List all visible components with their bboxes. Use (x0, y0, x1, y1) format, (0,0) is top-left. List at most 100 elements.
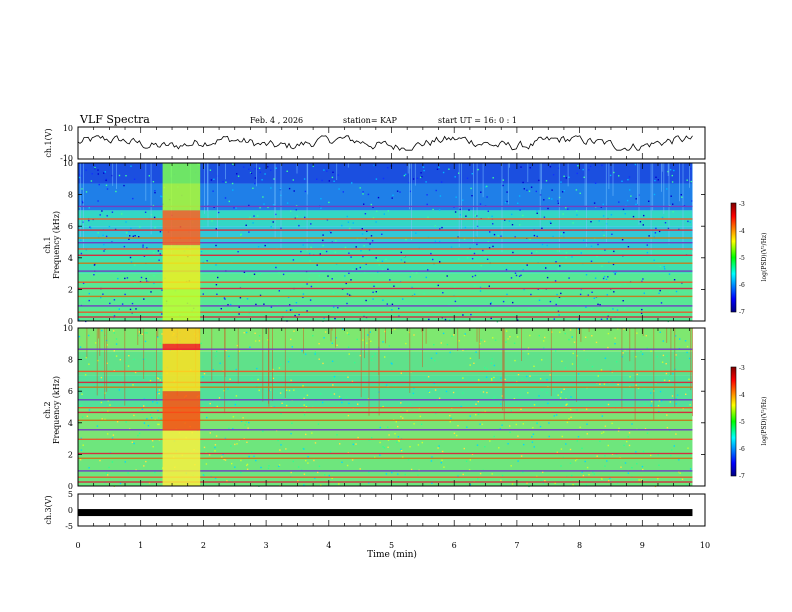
spec1-speckle (206, 260, 208, 262)
spec2-speckle (330, 393, 332, 396)
spec2-speckle (413, 334, 415, 336)
spec1-speckle (123, 184, 125, 187)
ch1-colorbar-scale (730, 202, 737, 313)
spec1-speckle (415, 272, 418, 274)
spec2-speckle (335, 337, 337, 339)
spec2-speckle (569, 329, 572, 331)
spec2-speckle (476, 444, 479, 446)
spec2-speckle (240, 459, 242, 462)
spec1-speckle (426, 194, 428, 196)
spec1-speckle (673, 279, 676, 281)
spec2-speckle (596, 455, 598, 457)
spec1-speckle (446, 275, 448, 277)
spec1-speckle (400, 259, 403, 261)
spec1-speckle (502, 179, 504, 181)
spec1-speckle (492, 245, 494, 248)
spec2-speckle (387, 439, 390, 441)
spec1-sferic (608, 163, 610, 189)
spec2-speckle (617, 383, 619, 386)
spec1-speckle (531, 252, 533, 254)
spec2-burst (162, 343, 201, 351)
spec2-speckle (209, 402, 211, 405)
spec2-speckle (602, 431, 605, 433)
spec2-line (78, 429, 693, 431)
spec2-speckle (278, 464, 281, 466)
spec1-speckle (511, 213, 513, 216)
spec2-speckle (604, 455, 606, 457)
spec1-speckle (479, 290, 482, 292)
spec2-speckle (569, 462, 572, 464)
spec1-speckle (391, 303, 394, 305)
spec1-speckle (411, 286, 413, 289)
spec2-speckle (286, 404, 288, 407)
spec1-speckle (474, 274, 477, 277)
spec1-speckle (85, 191, 88, 193)
spec2-speckle (533, 365, 535, 367)
spec2-speckle (620, 466, 622, 468)
spec2-line (78, 407, 693, 409)
spec2-speckle (348, 402, 350, 405)
spec2-speckle (158, 417, 160, 419)
spec2-speckle (622, 400, 624, 403)
spec1-speckle (598, 220, 600, 222)
spec1-speckle (488, 285, 490, 287)
spec1-speckle (81, 188, 83, 190)
spec2-speckle (351, 459, 354, 461)
spec2-speckle (236, 344, 239, 347)
spec1-burst (162, 210, 201, 246)
spec1-speckle (392, 194, 394, 196)
spec1-line (78, 218, 693, 220)
spec2-speckle (446, 343, 449, 346)
spec1-speckle (304, 216, 306, 219)
spec1-speckle (85, 249, 87, 251)
spec2-sferic (503, 328, 505, 421)
spec2-speckle (129, 428, 131, 430)
spec2-speckle (137, 434, 139, 437)
spec1-speckle (300, 250, 302, 253)
spec1-speckle (627, 246, 630, 248)
yt2-label: 10 (63, 324, 73, 333)
spec2-speckle (133, 358, 135, 361)
spec1-speckle (627, 179, 629, 181)
spec1-sferic (296, 163, 298, 174)
spec2-speckle (400, 448, 402, 451)
spec2-speckle (689, 404, 691, 406)
spec2-speckle (250, 451, 253, 453)
spec1-speckle (473, 252, 476, 255)
spec1-speckle (154, 226, 156, 229)
spec1-speckle (555, 301, 558, 303)
spec2-speckle (591, 366, 594, 368)
spec1-speckle (629, 189, 631, 191)
spec2-speckle (305, 459, 307, 462)
spec2-speckle (475, 403, 477, 405)
spec1-speckle (470, 313, 472, 316)
spec1-speckle (279, 188, 282, 190)
spec2-speckle (231, 462, 233, 465)
spec1-speckle (377, 196, 380, 199)
spec2-speckle (336, 434, 338, 436)
spec1-speckle (238, 303, 240, 305)
spec2-line (78, 348, 693, 350)
spec2-speckle (574, 459, 577, 462)
spec2-speckle (456, 434, 458, 437)
spec2-speckle (249, 346, 251, 348)
spec2-speckle (531, 441, 534, 443)
spec1-speckle (479, 203, 482, 205)
spec2-speckle (235, 401, 237, 403)
spec1-speckle (146, 247, 148, 249)
spec2-speckle (493, 376, 495, 379)
spec1-speckle (432, 258, 434, 261)
spec1-speckle (375, 178, 378, 180)
spec1-speckle (400, 251, 402, 254)
spec1-speckle (90, 180, 93, 182)
spec2-speckle (507, 338, 509, 340)
spec2-speckle (387, 426, 389, 428)
spec2-speckle (321, 401, 324, 404)
spec2-speckle (245, 331, 248, 334)
spec1-speckle (690, 180, 692, 183)
spec1-speckle (348, 252, 350, 254)
spec1-speckle (347, 221, 350, 223)
cb1-label: log(PSD)(V²/Hz) (761, 233, 768, 282)
spec1-speckle (118, 307, 120, 309)
spec2-speckle (256, 367, 258, 370)
